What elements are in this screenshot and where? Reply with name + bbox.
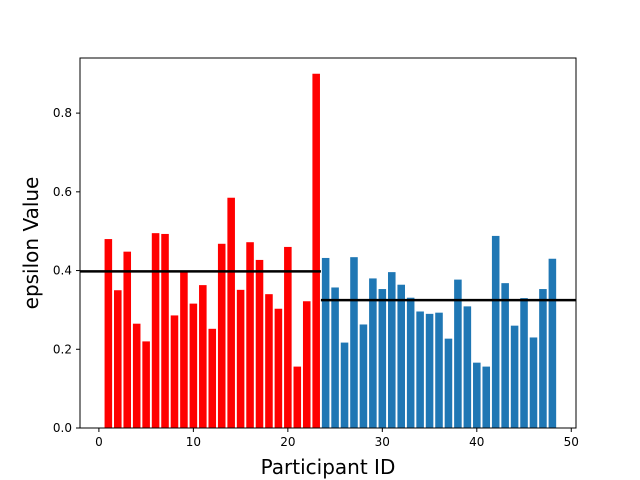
bar-series1-participant-4 — [132, 323, 141, 428]
y-tick-label: 0.4 — [53, 264, 72, 278]
bar-series1-participant-10 — [189, 303, 198, 428]
bar-series1-participant-17 — [255, 259, 264, 428]
bar-series1-participant-22 — [302, 301, 311, 428]
bar-series1-participant-7 — [161, 233, 169, 428]
bar-series1-participant-15 — [236, 289, 245, 428]
bar-series1-participant-5 — [142, 341, 150, 428]
bar-series2-participant-40 — [473, 362, 481, 428]
bar-series1-participant-3 — [123, 251, 132, 428]
x-tick-label: 40 — [469, 435, 484, 449]
plot-area — [80, 73, 576, 428]
bar-series1-participant-8 — [170, 315, 179, 428]
bar-series2-participant-47 — [539, 289, 547, 428]
bar-series2-participant-43 — [501, 283, 509, 428]
tick-group: 0 10 20 30 40 50 0.0 0.2 0.4 0.6 0.8 — [53, 106, 579, 449]
bar-series2-participant-36 — [435, 312, 443, 428]
bar-series1-participant-21 — [293, 366, 302, 428]
bar-series1-participant-14 — [227, 197, 235, 428]
bar-series2-participant-27 — [350, 257, 358, 428]
bar-series2-participant-39 — [463, 306, 472, 428]
bar-series2-participant-48 — [548, 258, 557, 428]
bar-series2-participant-41 — [482, 366, 491, 428]
bar-series2-participant-28 — [359, 324, 368, 428]
bar-series2-participant-29 — [369, 278, 377, 428]
bar-series1-participant-18 — [265, 294, 273, 428]
bar-series2-participant-32 — [397, 284, 405, 428]
y-tick-label: 0.8 — [53, 106, 72, 120]
bar-series2-participant-31 — [387, 272, 396, 428]
bar-series2-participant-30 — [378, 289, 387, 428]
bar-series2-participant-26 — [340, 342, 349, 428]
bar-series2-participant-37 — [444, 338, 453, 428]
bar-series2-participant-25 — [331, 287, 339, 428]
y-axis-label: epsilon Value — [19, 177, 43, 310]
bar-series1-participant-1 — [104, 239, 113, 428]
x-tick-label: 50 — [564, 435, 579, 449]
bar-series1-participant-2 — [114, 290, 122, 428]
x-tick-label: 0 — [95, 435, 103, 449]
bar-series2-participant-33 — [406, 297, 415, 428]
bar-series1-participant-12 — [208, 328, 217, 428]
bar-series2-participant-24 — [321, 257, 330, 428]
axes-frame — [79, 57, 577, 429]
bar-series2-participant-35 — [425, 313, 434, 428]
y-tick-label: 0.2 — [53, 342, 72, 356]
bar-series2-participant-45 — [520, 298, 528, 428]
x-tick-label: 10 — [186, 435, 201, 449]
bar-series1-participant-23 — [312, 73, 320, 428]
bar-series1-participant-9 — [180, 271, 188, 428]
bar-series2-participant-44 — [510, 325, 519, 428]
bar-series2-participant-38 — [454, 279, 462, 428]
bar-series1-participant-19 — [274, 308, 283, 428]
bar-series2-participant-34 — [416, 311, 424, 428]
bar-series2-participant-46 — [529, 337, 538, 428]
x-tick-label: 30 — [375, 435, 390, 449]
x-tick-label: 20 — [280, 435, 295, 449]
bar-series1-participant-20 — [284, 246, 292, 428]
x-axis-label: Participant ID — [261, 455, 396, 479]
bar-series1-participant-16 — [246, 242, 254, 428]
bar-series1-participant-11 — [199, 285, 207, 428]
bar-series2-participant-42 — [491, 235, 500, 428]
bar-series1-participant-13 — [217, 243, 226, 428]
bar-series1-participant-6 — [151, 233, 160, 428]
y-tick-label: 0.6 — [53, 185, 72, 199]
y-tick-label: 0.0 — [53, 421, 72, 435]
